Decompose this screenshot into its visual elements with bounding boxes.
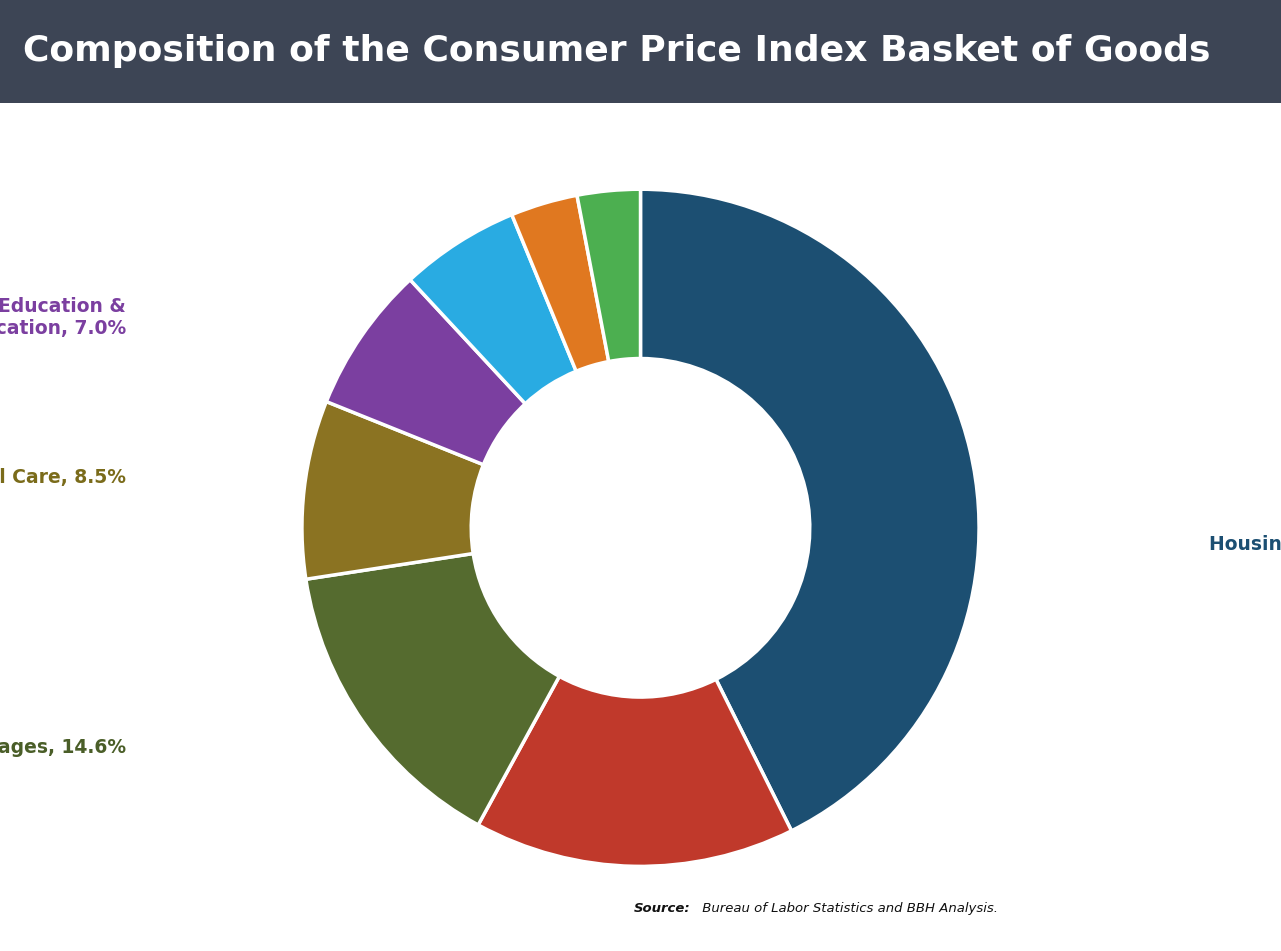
Wedge shape (512, 195, 608, 371)
Text: Recreation, 5.7%: Recreation, 5.7% (115, 42, 295, 61)
Text: Education &
Communication, 7.0%: Education & Communication, 7.0% (0, 298, 126, 339)
Wedge shape (306, 553, 560, 825)
Text: Bureau of Labor Statistics and BBH Analysis.: Bureau of Labor Statistics and BBH Analy… (698, 902, 998, 915)
Text: Composition of the Consumer Price Index Basket of Goods: Composition of the Consumer Price Index … (23, 34, 1211, 68)
Text: Housing, 42.6%: Housing, 42.6% (1209, 535, 1281, 554)
Wedge shape (576, 189, 640, 361)
Wedge shape (327, 280, 525, 465)
Text: Other Goods & Services, 3.2%: Other Goods & Services, 3.2% (297, 1, 614, 20)
Wedge shape (640, 189, 979, 831)
Wedge shape (478, 676, 792, 866)
Text: Food & Beverages, 14.6%: Food & Beverages, 14.6% (0, 738, 126, 757)
Text: Apparel, 3.0%: Apparel, 3.0% (826, 1, 975, 20)
Wedge shape (410, 215, 576, 404)
Text: Source:: Source: (634, 902, 690, 915)
Wedge shape (302, 401, 483, 579)
Text: Medical Care, 8.5%: Medical Care, 8.5% (0, 468, 126, 487)
